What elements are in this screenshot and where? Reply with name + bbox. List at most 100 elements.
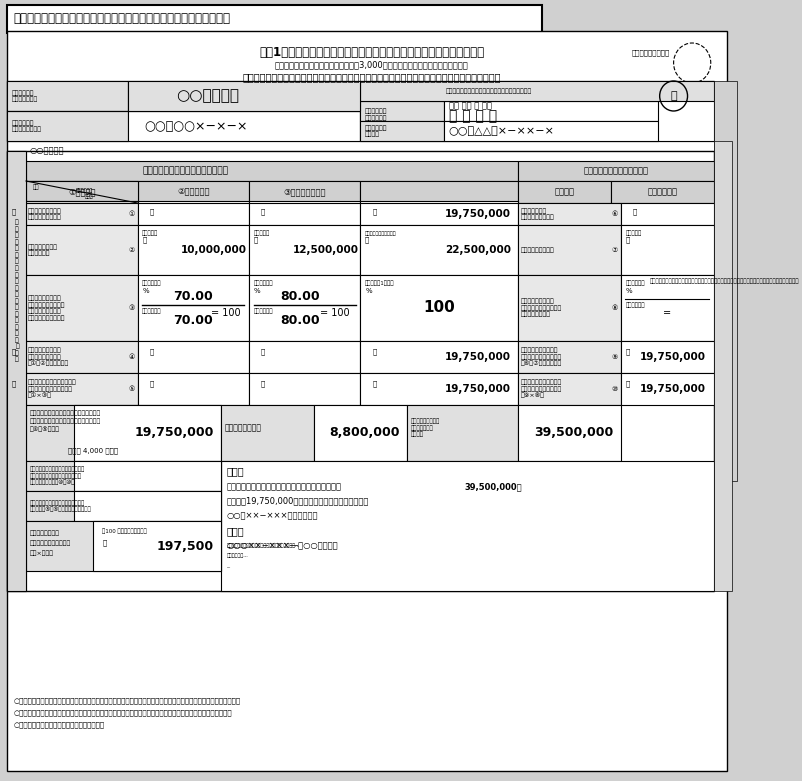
- Bar: [26, 181, 137, 203]
- Bar: [249, 341, 360, 373]
- Bar: [360, 101, 444, 121]
- Bar: [360, 203, 518, 225]
- Text: 取得対価の額に係る
借入金等の年末残高
（①と②の少ない方）: 取得対価の額に係る 借入金等の年末残高 （①と②の少ない方）: [28, 348, 69, 366]
- Bar: [518, 373, 620, 405]
- Text: 備　考: 備 考: [226, 466, 244, 476]
- Text: 197,500: 197,500: [156, 540, 213, 552]
- Text: （100 円未満の端数処理）: （100 円未満の端数処理）: [102, 528, 147, 533]
- Text: 私は連帯債務者として、右上の住宅借入金等の残高: 私は連帯債務者として、右上の住宅借入金等の残高: [226, 483, 342, 491]
- Text: ①住宅のみ: ①住宅のみ: [68, 187, 95, 197]
- Text: 増改築等の費用の額に係る借入金等の
年末残高（⑤と⑤の少ない方）（備考）: 増改築等の費用の額に係る借入金等の 年末残高（⑤と⑤の少ない方）（備考）: [30, 500, 91, 512]
- Text: = 100: = 100: [211, 308, 241, 318]
- Bar: [7, 81, 128, 141]
- Text: 円: 円: [12, 209, 16, 216]
- Bar: [407, 405, 518, 461]
- Bar: [137, 275, 249, 341]
- Text: （⑪×１％）: （⑪×１％）: [30, 550, 54, 556]
- Text: ○○市△△町×−××−×: ○○市△△町×−××−×: [448, 126, 554, 136]
- Bar: [128, 81, 360, 111]
- Text: 19,750,000: 19,750,000: [444, 209, 510, 219]
- Text: 80.00: 80.00: [280, 313, 319, 326]
- Bar: [713, 81, 736, 481]
- Text: 19,750,000: 19,750,000: [134, 426, 213, 440]
- Text: 合計額（年末算出の計算の基礎となる値）: 合計額（年末算出の計算の基礎となる値）: [30, 418, 101, 424]
- Bar: [221, 461, 713, 591]
- Text: この欄は「控除申告書」の提出を受けた給与の支払者が記載します。: この欄は「控除申告書」の提出を受けた給与の支払者が記載します。: [13, 12, 229, 26]
- Bar: [249, 201, 360, 223]
- Text: 給与の支払者
の名称（氏名）: 給与の支払者 の名称（氏名）: [12, 90, 38, 102]
- Text: 19,750,000: 19,750,000: [639, 384, 705, 394]
- Text: 円: 円: [372, 348, 376, 355]
- Text: ③: ③: [128, 305, 135, 311]
- Text: ③住宅及び土地等: ③住宅及び土地等: [283, 187, 326, 197]
- Text: ○　この申告書の記載に当たっては、同封の「年末調整で住宅借入金等等特別控除を受ける方へ」をお読みください。: ○ この申告書の記載に当たっては、同封の「年末調整で住宅借入金等等特別控除を受け…: [14, 697, 241, 704]
- Text: %: %: [253, 288, 260, 294]
- Bar: [360, 181, 518, 203]
- Text: %: %: [142, 288, 148, 294]
- Bar: [360, 275, 518, 341]
- Text: この申告書は...: この申告書は...: [226, 554, 248, 558]
- Bar: [75, 491, 221, 521]
- Bar: [518, 225, 620, 275]
- Text: （最高 4,000 万円）: （最高 4,000 万円）: [67, 448, 118, 455]
- Text: ②土地等のみ: ②土地等のみ: [176, 187, 209, 197]
- Bar: [26, 203, 137, 225]
- Bar: [444, 121, 657, 141]
- Bar: [360, 121, 444, 141]
- Bar: [7, 151, 26, 591]
- Text: ⑥: ⑥: [611, 211, 617, 217]
- Text: この申告書及び証明書は、令和１年分の年末調整を受ける時までに給与の支払者に提出してください。: この申告書及び証明書は、令和１年分の年末調整を受ける時までに給与の支払者に提出し…: [649, 278, 799, 284]
- Bar: [620, 341, 713, 373]
- Bar: [249, 373, 360, 405]
- Bar: [249, 203, 360, 225]
- Bar: [26, 405, 221, 461]
- Bar: [26, 491, 221, 521]
- Text: 増改築等の費用の額: 増改築等の費用の額: [520, 248, 553, 253]
- Text: 居住用部分の家屋又は土地等
に係る借入金等の年末残高
（①×③）: 居住用部分の家屋又は土地等 に係る借入金等の年末残高 （①×③）: [28, 380, 76, 398]
- Text: （特定増改築等）住宅借入金等年末残高の: （特定増改築等）住宅借入金等年末残高の: [30, 410, 101, 415]
- Text: 80.00: 80.00: [280, 291, 319, 304]
- Bar: [75, 405, 221, 461]
- Text: 国 税 太 郎: 国 税 太 郎: [448, 109, 496, 123]
- Text: 住宅借入金等特別控除額: 住宅借入金等特別控除額: [30, 540, 71, 546]
- Text: 円: 円: [261, 380, 265, 387]
- Text: 増改等に係る借入金等の計算: 増改等に係る借入金等の計算: [583, 166, 648, 176]
- Text: 22,500,000: 22,500,000: [444, 245, 510, 255]
- Text: 70.00: 70.00: [173, 291, 213, 304]
- Bar: [7, 111, 128, 141]
- Bar: [518, 341, 620, 373]
- Text: ⑨: ⑨: [611, 354, 617, 360]
- Bar: [137, 373, 249, 405]
- Text: （下の㋔）㎡: （下の㋔）㎡: [253, 280, 273, 286]
- Text: 円: 円: [372, 209, 376, 216]
- Text: （下の㋓）㎡: （下の㋓）㎡: [142, 280, 161, 286]
- Text: 円: 円: [12, 348, 16, 355]
- Text: 19,750,000: 19,750,000: [444, 352, 510, 362]
- Text: 増改築等の費用の額に
係る借入金等の年末残高
（⑥と⑦の少ない方）: 増改築等の費用の額に 係る借入金等の年末残高 （⑥と⑦の少ない方）: [520, 348, 561, 366]
- Text: 年末調整の際に、次のとおり（特定増改等）住宅借入金等特別控除を受けたいので、申告します。: 年末調整の際に、次のとおり（特定増改等）住宅借入金等特別控除を受けたいので、申告…: [242, 72, 500, 82]
- Text: =: =: [662, 308, 670, 318]
- Text: 39,500,000: 39,500,000: [533, 426, 613, 440]
- Bar: [26, 461, 221, 491]
- Text: 円: 円: [142, 237, 146, 244]
- Text: 円: 円: [149, 380, 153, 387]
- Bar: [128, 111, 360, 141]
- Bar: [620, 203, 713, 225]
- Text: 連帯金融機関による
住宅入居金等の
年末残高: 連帯金融機関による 住宅入居金等の 年末残高: [410, 419, 439, 437]
- Text: （下の㋑）: （下の㋑）: [253, 230, 269, 236]
- Bar: [610, 181, 713, 203]
- Text: 円: 円: [149, 348, 153, 355]
- Text: 円: 円: [12, 380, 16, 387]
- Text: 項　　目: 項 目: [554, 187, 574, 197]
- Bar: [360, 373, 518, 405]
- Text: ①: ①: [128, 211, 135, 217]
- Text: 100: 100: [423, 301, 455, 316]
- Text: 円: 円: [632, 209, 636, 216]
- Text: 19,750,000: 19,750,000: [639, 352, 705, 362]
- Text: 円: 円: [365, 237, 369, 244]
- Text: 年間所得の見積額: 年間所得の見積額: [225, 423, 261, 433]
- Bar: [7, 81, 128, 111]
- Text: （下の㋔）㎡: （下の㋔）㎡: [253, 308, 273, 314]
- Bar: [249, 181, 360, 203]
- Text: 円: 円: [625, 380, 629, 387]
